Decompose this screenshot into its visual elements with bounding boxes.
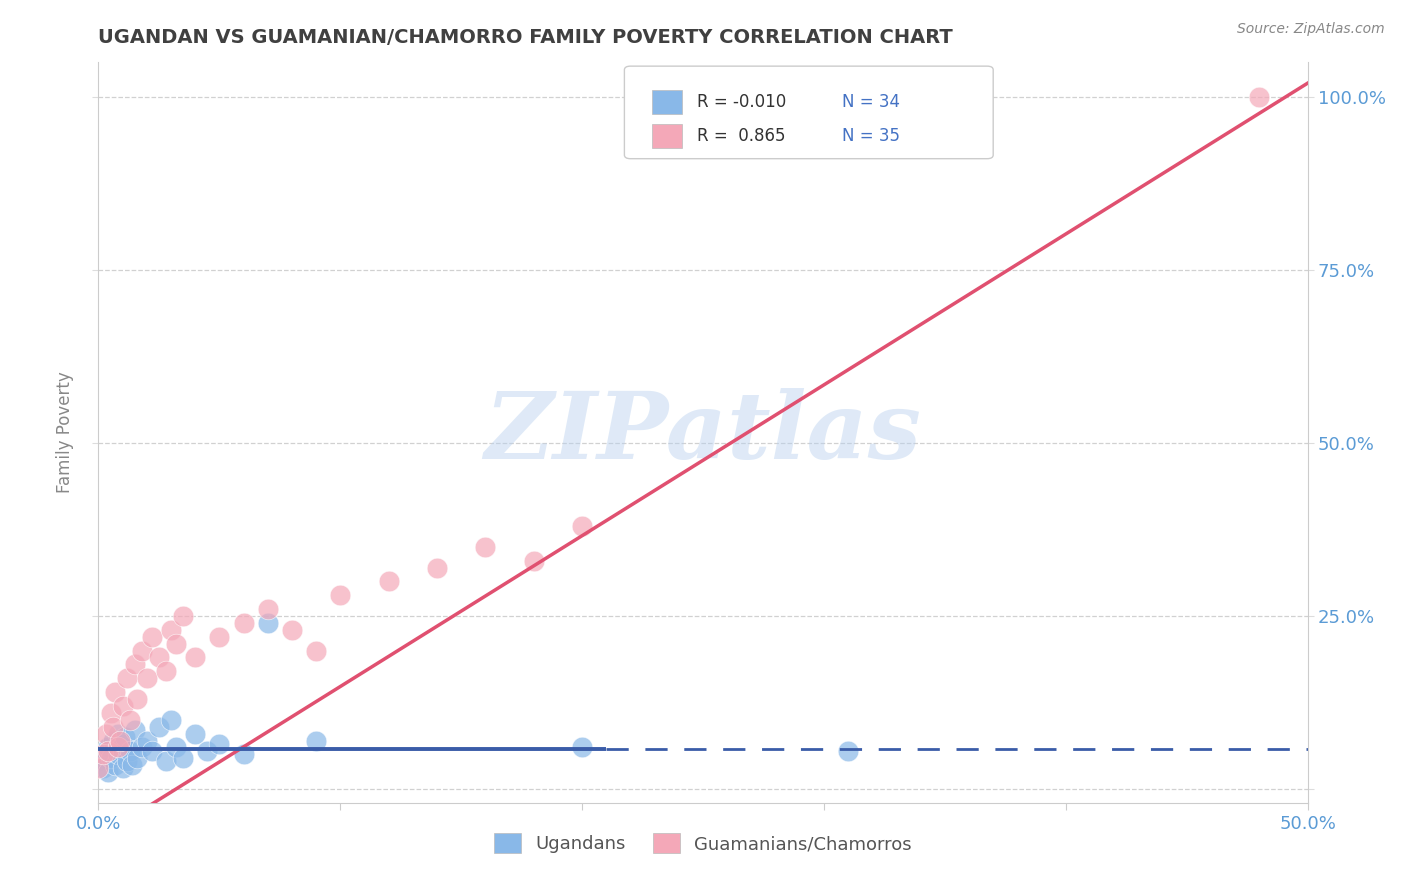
Point [148, 650, 170, 665]
Point [118, 713, 141, 727]
Point [94, 744, 117, 758]
Point [100, 706, 122, 720]
Point [111, 737, 134, 751]
Point [100, 751, 122, 765]
Point [232, 747, 254, 762]
Point [305, 643, 328, 657]
Point [135, 671, 157, 685]
Point [104, 685, 127, 699]
FancyBboxPatch shape [652, 90, 682, 114]
Point [135, 733, 157, 747]
Point [87, 761, 110, 775]
Point [148, 720, 170, 734]
Point [184, 726, 207, 740]
Point [256, 602, 278, 616]
Point [141, 630, 163, 644]
FancyBboxPatch shape [624, 66, 993, 159]
Point [108, 733, 131, 747]
Text: UGANDAN VS GUAMANIAN/CHAMORRO FAMILY POVERTY CORRELATION CHART: UGANDAN VS GUAMANIAN/CHAMORRO FAMILY POV… [98, 28, 953, 47]
Text: R =  0.865: R = 0.865 [697, 128, 786, 145]
Point [172, 609, 194, 624]
Text: N = 34: N = 34 [842, 93, 900, 112]
Point [837, 744, 859, 758]
Point [121, 757, 143, 772]
Point [256, 615, 278, 630]
Point [155, 665, 177, 679]
Point [107, 740, 129, 755]
Point [97, 764, 120, 779]
Point [131, 643, 153, 657]
Point [184, 650, 207, 665]
Point [305, 733, 328, 747]
Point [1249, 90, 1271, 104]
Point [571, 519, 593, 533]
Point [107, 747, 129, 762]
Point [160, 713, 183, 727]
Point [87, 754, 110, 768]
Point [94, 726, 117, 740]
Point [127, 751, 149, 765]
Point [172, 751, 194, 765]
Point [91, 761, 114, 775]
FancyBboxPatch shape [652, 124, 682, 148]
Point [160, 623, 183, 637]
Point [377, 574, 399, 589]
Point [124, 723, 146, 738]
Point [165, 637, 187, 651]
Point [114, 730, 136, 744]
Point [131, 740, 153, 755]
Text: N = 35: N = 35 [842, 128, 900, 145]
Point [91, 747, 114, 762]
Point [571, 740, 593, 755]
Point [208, 630, 231, 644]
Text: R = -0.010: R = -0.010 [697, 93, 786, 112]
Point [118, 744, 141, 758]
Point [101, 720, 124, 734]
Point [426, 560, 449, 574]
Point [155, 754, 177, 768]
Point [141, 744, 163, 758]
Point [329, 588, 352, 602]
Y-axis label: Family Poverty: Family Poverty [56, 372, 75, 493]
Point [117, 754, 139, 768]
Point [474, 540, 496, 554]
Point [101, 733, 124, 747]
Point [127, 692, 149, 706]
Point [165, 740, 187, 755]
Point [523, 554, 546, 568]
Point [232, 615, 254, 630]
Point [117, 671, 139, 685]
Point [107, 726, 129, 740]
Point [111, 698, 134, 713]
Point [111, 761, 134, 775]
Point [195, 744, 218, 758]
Text: ZIPatlas: ZIPatlas [485, 388, 921, 477]
Point [104, 757, 127, 772]
Point [97, 740, 120, 755]
Point [124, 657, 146, 672]
Point [281, 623, 304, 637]
Point [208, 737, 231, 751]
Legend: Ugandans, Guamanians/Chamorros: Ugandans, Guamanians/Chamorros [486, 826, 920, 861]
Text: Source: ZipAtlas.com: Source: ZipAtlas.com [1237, 22, 1385, 37]
Point [97, 744, 120, 758]
